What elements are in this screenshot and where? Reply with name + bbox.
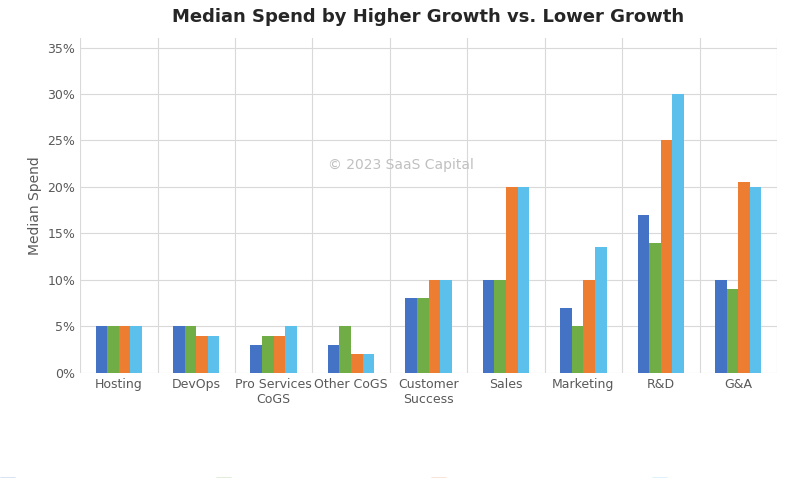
- Bar: [208, 336, 219, 373]
- Bar: [440, 280, 452, 373]
- Bar: [595, 248, 606, 373]
- Bar: [95, 326, 107, 373]
- Bar: [131, 326, 142, 373]
- Bar: [184, 326, 196, 373]
- Bar: [483, 280, 494, 373]
- Bar: [417, 298, 429, 373]
- Bar: [750, 187, 762, 373]
- Bar: [506, 187, 517, 373]
- Bar: [672, 94, 684, 373]
- Bar: [405, 298, 417, 373]
- Bar: [351, 354, 363, 373]
- Bar: [727, 289, 739, 373]
- Bar: [517, 187, 529, 373]
- Bar: [119, 326, 131, 373]
- Bar: [661, 141, 673, 373]
- Title: Median Spend by Higher Growth vs. Lower Growth: Median Spend by Higher Growth vs. Lower …: [172, 8, 685, 26]
- Bar: [262, 336, 274, 373]
- Bar: [583, 280, 595, 373]
- Bar: [494, 280, 506, 373]
- Bar: [196, 336, 208, 373]
- Bar: [363, 354, 374, 373]
- Bar: [251, 345, 262, 373]
- Bar: [649, 243, 661, 373]
- Text: © 2023 SaaS Capital: © 2023 SaaS Capital: [328, 158, 473, 173]
- Bar: [173, 326, 184, 373]
- Legend: Bootstrapped Slower Growth, Bootstrapped Higher Growth, Equity-Backed Slower Gro: Bootstrapped Slower Growth, Bootstrapped…: [0, 473, 801, 478]
- Bar: [572, 326, 583, 373]
- Bar: [340, 326, 351, 373]
- Bar: [285, 326, 297, 373]
- Bar: [560, 308, 572, 373]
- Bar: [328, 345, 340, 373]
- Y-axis label: Median Spend: Median Spend: [28, 156, 42, 255]
- Bar: [739, 182, 750, 373]
- Bar: [429, 280, 441, 373]
- Bar: [715, 280, 727, 373]
- Bar: [274, 336, 285, 373]
- Bar: [638, 215, 649, 373]
- Bar: [107, 326, 119, 373]
